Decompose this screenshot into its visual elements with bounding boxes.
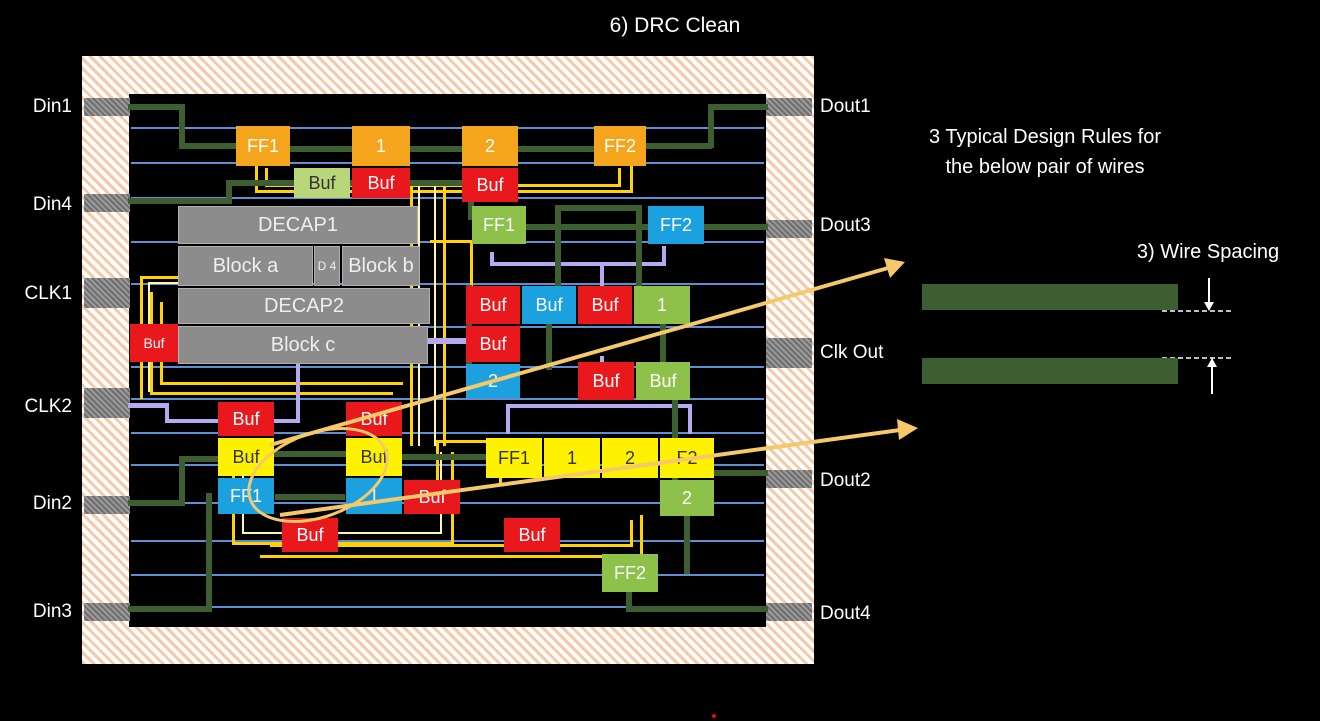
block-a: Block a <box>178 246 313 286</box>
pad-clk1 <box>84 278 130 308</box>
cell-buf-red-4: Buf <box>578 362 634 400</box>
cell-1-blue: 1 <box>346 478 402 514</box>
cell-buf-bottom-1: Buf <box>282 518 338 552</box>
block-d4: D 4 <box>314 246 340 286</box>
pin-label-din3: Din3 <box>32 601 72 622</box>
cell-2-top: 2 <box>462 126 518 166</box>
spacing-arrow-top-head <box>1204 302 1214 311</box>
block-b: Block b <box>342 246 420 286</box>
cell-buf-blue-1: Buf <box>522 286 576 324</box>
cell-buf-red-2: Buf <box>578 286 632 324</box>
cell-buf-red-3: Buf <box>466 326 520 362</box>
arrow-head-lower <box>897 419 918 440</box>
pin-label-din2: Din2 <box>32 493 72 514</box>
pin-label-dout2: Dout2 <box>820 470 871 491</box>
pad-clk-out <box>766 338 812 368</box>
pad-din4 <box>84 194 130 212</box>
cell-ff2-blue: FF2 <box>648 206 704 244</box>
pin-label-clk2: CLK2 <box>24 396 72 417</box>
pin-label-clk-out: Clk Out <box>820 342 884 363</box>
wire-sample-lower <box>922 358 1178 384</box>
cell-ff1-blue: FF1 <box>218 478 274 514</box>
spacing-arrow-bottom-head <box>1207 358 1217 367</box>
cell-buf-red-1: Buf <box>466 286 520 324</box>
pin-label-din1: Din1 <box>32 96 72 117</box>
arrow-line-lower <box>279 428 901 517</box>
pad-dout3 <box>766 220 812 238</box>
side-heading-line1: 3 Typical Design Rules for <box>929 126 1161 148</box>
cell-buf-b: Buf <box>352 168 410 198</box>
cell-buf-left: Buf <box>130 324 178 362</box>
cell-ff2-top: FF2 <box>594 126 646 166</box>
cell-ff1-green: FF1 <box>472 206 526 244</box>
cell-2-green: 2 <box>660 480 714 516</box>
pad-dout1 <box>766 98 812 116</box>
pin-label-din4: Din4 <box>32 194 72 215</box>
slide-title: 6) DRC Clean <box>609 14 741 37</box>
pad-dout4 <box>766 603 812 621</box>
block-decap1: DECAP1 <box>178 206 418 244</box>
side-heading-line2: the below pair of wires <box>945 156 1145 178</box>
pad-clk2 <box>84 388 130 418</box>
cell-buf-bottom-2: Buf <box>504 518 560 552</box>
arrow-head-upper <box>884 258 905 278</box>
pad-dout2 <box>766 470 812 488</box>
cell-ff2-bottom: FF2 <box>602 554 658 592</box>
pin-label-dout1: Dout1 <box>820 96 871 117</box>
pin-label-dout3: Dout3 <box>820 215 871 236</box>
pad-din3 <box>84 603 130 621</box>
cell-buf-yellow-2: Buf <box>346 438 402 476</box>
cell-buf-c: Buf <box>462 168 518 202</box>
block-c: Block c <box>178 326 428 364</box>
pad-din2 <box>84 496 130 514</box>
pin-label-dout4: Dout4 <box>820 603 871 624</box>
cell-ff1-top: FF1 <box>236 126 290 166</box>
wire-sample-upper <box>922 284 1178 310</box>
cell-buf-green: Buf <box>636 362 690 400</box>
block-decap2: DECAP2 <box>178 288 430 324</box>
arrow-line-upper <box>269 266 889 447</box>
rule-label-wire-spacing: 3) Wire Spacing <box>1136 241 1280 263</box>
pad-din1 <box>84 98 130 116</box>
cell-1-green: 1 <box>634 286 690 324</box>
cell-buf-red-5: Buf <box>218 402 274 436</box>
cell-ff1-yellow: FF1 <box>486 438 542 478</box>
cell-1-top: 1 <box>352 126 410 166</box>
red-dot <box>712 714 716 718</box>
cell-buf-a: Buf <box>294 168 350 198</box>
cell-buf-yellow-1: Buf <box>218 438 274 476</box>
pin-label-clk1: CLK1 <box>24 283 72 304</box>
